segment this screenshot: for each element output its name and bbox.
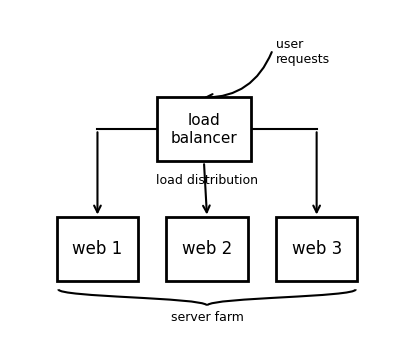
Text: server farm: server farm [170, 311, 244, 324]
Text: load distribution: load distribution [156, 174, 258, 187]
Text: web 3: web 3 [292, 240, 342, 258]
FancyBboxPatch shape [157, 98, 251, 161]
Text: load
balancer: load balancer [170, 113, 237, 146]
Text: web 1: web 1 [72, 240, 122, 258]
Text: web 2: web 2 [182, 240, 232, 258]
FancyBboxPatch shape [57, 217, 138, 281]
FancyBboxPatch shape [276, 217, 358, 281]
FancyBboxPatch shape [166, 217, 248, 281]
Text: user
requests: user requests [276, 38, 330, 66]
